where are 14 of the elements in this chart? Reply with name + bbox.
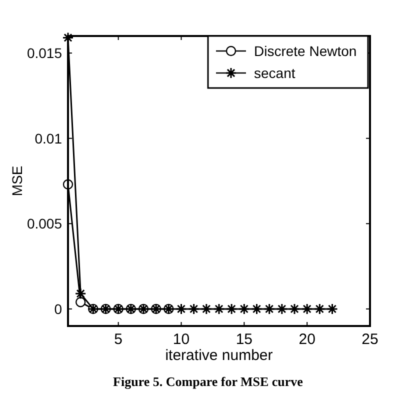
x-tick-label: 5 <box>114 331 123 348</box>
x-tick-label: 25 <box>362 331 378 348</box>
x-axis-title: iterative number <box>165 347 273 364</box>
y-tick-label: 0 <box>54 300 62 317</box>
caption: Figure 5. Compare for MSE curve <box>113 374 304 389</box>
y-tick-label: 0.005 <box>26 216 62 232</box>
legend-label: secant <box>254 65 296 81</box>
y-axis-title: MSE <box>9 166 25 196</box>
x-tick-label: 15 <box>236 331 253 348</box>
legend-label: Discrete Newton <box>254 43 357 59</box>
y-tick-label: 0.01 <box>34 130 62 146</box>
y-tick-label: 0.015 <box>26 45 62 62</box>
x-tick-label: 20 <box>298 331 316 348</box>
x-tick-label: 10 <box>172 331 190 348</box>
